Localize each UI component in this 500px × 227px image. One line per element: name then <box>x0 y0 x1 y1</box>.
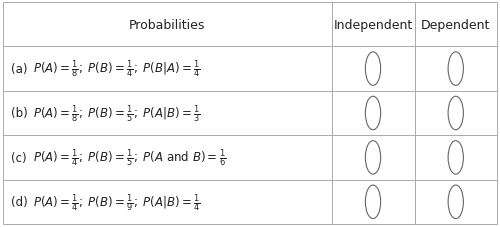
Text: $P(A) = \frac{1}{4};\; P(B) = \frac{1}{9};\; P(A|B) = \frac{1}{4}$: $P(A) = \frac{1}{4};\; P(B) = \frac{1}{9… <box>33 191 200 213</box>
Text: $P(A) = \frac{1}{8};\; P(B) = \frac{1}{5};\; P(A|B) = \frac{1}{3}$: $P(A) = \frac{1}{8};\; P(B) = \frac{1}{5… <box>33 103 200 124</box>
Text: (a): (a) <box>11 63 28 76</box>
Text: (b): (b) <box>11 107 28 120</box>
Text: Dependent: Dependent <box>421 19 490 32</box>
Text: Independent: Independent <box>334 19 412 32</box>
Text: (d): (d) <box>11 195 28 208</box>
Text: $P(A) = \frac{1}{4};\; P(B) = \frac{1}{5};\; P(A\text{ and }B) = \frac{1}{6}$: $P(A) = \frac{1}{4};\; P(B) = \frac{1}{5… <box>33 147 226 168</box>
Text: Probabilities: Probabilities <box>129 19 206 32</box>
Text: (c): (c) <box>11 151 26 164</box>
Text: $P(A) = \frac{1}{8};\; P(B) = \frac{1}{4};\; P(B|A) = \frac{1}{4}$: $P(A) = \frac{1}{8};\; P(B) = \frac{1}{4… <box>33 59 200 80</box>
